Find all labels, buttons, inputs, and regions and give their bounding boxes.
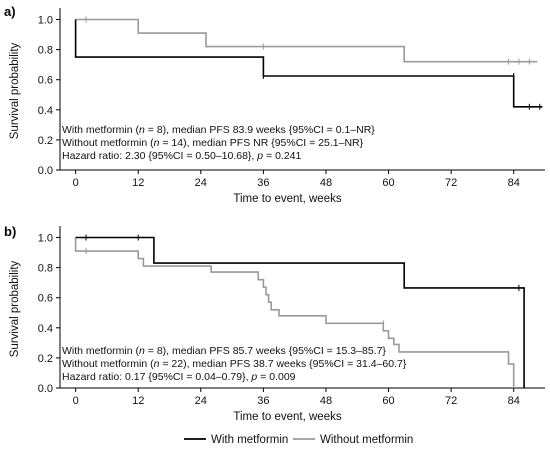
km-step-line — [75, 236, 525, 388]
annotation-line: Hazard ratio: 2.30 {95%CI = 0.50–10.68},… — [62, 150, 302, 162]
x-tick-label: 84 — [508, 177, 520, 189]
series-with-metformin — [75, 234, 525, 388]
y-tick-label: 0.6 — [38, 75, 53, 87]
x-tick-label: 0 — [73, 177, 79, 189]
series-without-metformin — [75, 16, 538, 65]
panel-label: a) — [4, 4, 16, 19]
annotation-part: Without metformin ( — [62, 358, 154, 370]
chart-panel-b: b) 0.0 0.2 0.4 0.6 0.8 1.0 0 12 24 36 48 60 72 84 Time … — [4, 224, 545, 423]
annotation-part: Hazard ratio: 2.30 {95%CI = 0.50–10.68}, — [62, 150, 257, 162]
annotation-line: With metformin (n = 8), median PFS 85.7 … — [62, 345, 386, 357]
y-tick-label: 1.0 — [38, 233, 53, 245]
y-tick-label: 0.2 — [38, 353, 53, 365]
annotation-part: = 0.241 — [263, 150, 301, 162]
annotation-part: Hazard ratio: 0.17 {95%CI = 0.04–0.79}, — [62, 371, 251, 383]
annotation-part: p — [250, 371, 257, 383]
y-tick-label: 0.4 — [38, 105, 53, 117]
y-tick-label: 0.2 — [38, 135, 53, 147]
annotation-part: = 22), median PFS 38.7 weeks {95%CI = 31… — [159, 358, 406, 370]
x-tick-label: 60 — [382, 177, 394, 189]
y-tick-label: 0.8 — [38, 263, 53, 275]
x-tick-label: 24 — [195, 395, 207, 407]
annotation-line: Without metformin (n = 14), median PFS N… — [62, 137, 364, 149]
annotation-part: = 0.009 — [257, 371, 295, 383]
annotation-part: Without metformin ( — [62, 137, 154, 149]
legend-label: Without metformin — [320, 434, 413, 446]
x-tick-label: 60 — [382, 395, 394, 407]
km-step-line — [75, 18, 538, 63]
legend: With metformin Without metformin — [184, 434, 413, 446]
x-tick-label: 24 — [195, 177, 207, 189]
annotation-line: Hazard ratio: 0.17 {95%CI = 0.04–0.79}, … — [62, 371, 296, 383]
y-tick-label: 0.4 — [38, 323, 53, 335]
km-step-line — [74, 237, 515, 388]
x-tick-label: 84 — [508, 395, 520, 407]
x-tick-label: 36 — [257, 177, 269, 189]
annotation-line: Without metformin (n = 22), median PFS 3… — [62, 358, 407, 370]
annotation-part: p — [256, 150, 263, 162]
y-axis-title: Survival probability — [9, 260, 21, 357]
annotation-line: With metformin (n = 8), median PFS 83.9 … — [62, 124, 375, 136]
annotation-part: With metformin ( — [62, 345, 140, 357]
y-axis-title: Survival probability — [9, 42, 21, 139]
annotation-part: = 14), median PFS NR {95%CI = 25.1–NR} — [159, 137, 363, 149]
x-tick-label: 36 — [257, 395, 269, 407]
series-with-metformin — [74, 19, 543, 110]
x-tick-label: 72 — [445, 177, 457, 189]
legend-label: With metformin — [211, 434, 288, 446]
x-tick-label: 12 — [132, 177, 144, 189]
x-axis-title: Time to event, weeks — [233, 193, 341, 205]
annotation-part: n — [139, 124, 145, 136]
x-tick-label: 48 — [320, 177, 332, 189]
y-tick-label: 0.8 — [38, 45, 53, 57]
y-tick-label: 0.0 — [38, 165, 53, 177]
x-tick-label: 48 — [320, 395, 332, 407]
chart-panel-a: a) 0.0 0.2 0.4 0.6 0.8 1.0 0 12 24 36 48 60 72 84 Time … — [4, 4, 545, 205]
annotation-part: With metformin ( — [62, 124, 140, 136]
x-tick-label: 0 — [73, 395, 79, 407]
annotation-part: = 8), median PFS 83.9 weeks {95%CI = 0.1… — [145, 124, 375, 136]
y-tick-label: 0.0 — [38, 383, 53, 395]
annotation-part: n — [154, 137, 160, 149]
annotation-part: n — [154, 358, 160, 370]
y-tick-label: 0.6 — [38, 293, 53, 305]
x-tick-label: 12 — [132, 395, 144, 407]
annotation-part: = 8), median PFS 85.7 weeks {95%CI = 15.… — [145, 345, 387, 357]
panel-label: b) — [4, 224, 16, 239]
x-tick-label: 72 — [445, 395, 457, 407]
y-tick-label: 1.0 — [38, 15, 53, 27]
x-axis-title: Time to event, weeks — [233, 411, 341, 423]
annotation-part: n — [139, 345, 145, 357]
series-without-metformin — [74, 237, 515, 388]
